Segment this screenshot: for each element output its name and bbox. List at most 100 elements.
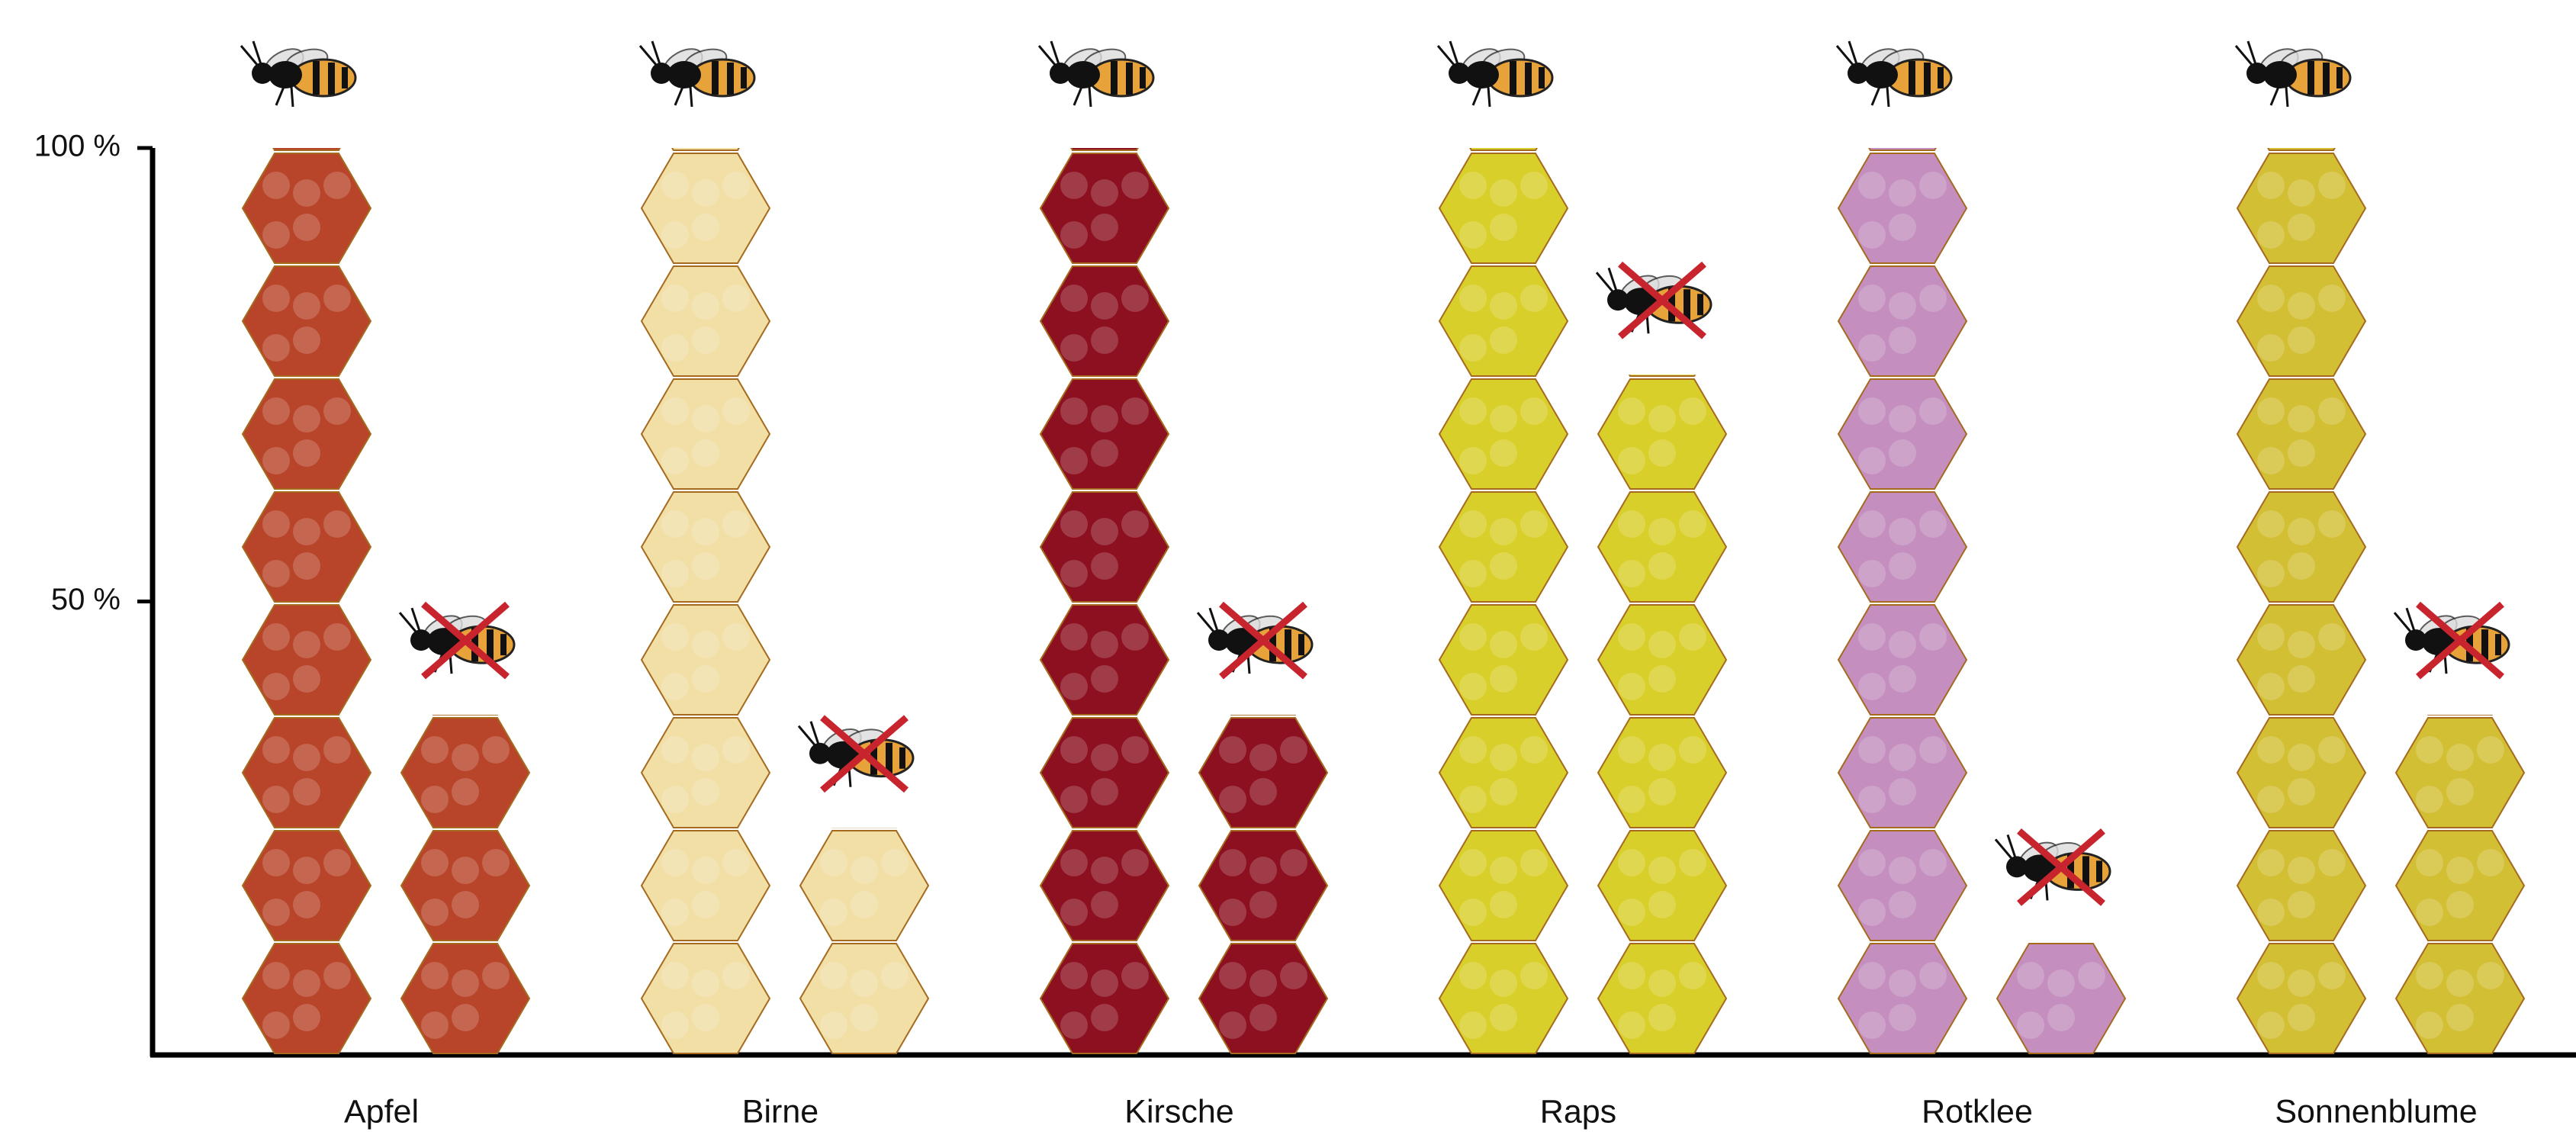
hexagon bbox=[2236, 604, 2367, 716]
texture bbox=[692, 665, 719, 693]
texture bbox=[1858, 285, 1886, 312]
texture bbox=[1889, 518, 1916, 545]
texture bbox=[293, 857, 320, 884]
hexagon bbox=[1039, 717, 1170, 828]
x-tick-label: Apfel bbox=[344, 1093, 419, 1130]
texture bbox=[2288, 101, 2315, 128]
hexagon bbox=[272, 148, 341, 151]
texture bbox=[881, 849, 909, 876]
bar bbox=[2394, 715, 2526, 1054]
bar bbox=[1039, 148, 1170, 1054]
hexagon bbox=[1438, 717, 1569, 828]
hexagon bbox=[1198, 943, 1329, 1054]
texture bbox=[262, 1011, 290, 1039]
hexagon bbox=[1438, 378, 1569, 490]
texture bbox=[1249, 891, 1277, 918]
texture bbox=[1121, 962, 1149, 989]
texture bbox=[692, 439, 719, 467]
texture bbox=[661, 221, 689, 249]
hexagon bbox=[241, 604, 372, 716]
texture bbox=[1889, 552, 1916, 580]
texture bbox=[262, 172, 290, 199]
texture bbox=[722, 849, 750, 876]
texture bbox=[1121, 172, 1149, 199]
hexagon bbox=[2394, 830, 2526, 941]
texture bbox=[323, 172, 351, 199]
texture bbox=[1889, 778, 1916, 806]
texture bbox=[1091, 631, 1118, 658]
x-tick-label: Kirsche bbox=[1124, 1093, 1233, 1130]
texture bbox=[1618, 560, 1645, 587]
texture bbox=[1490, 970, 1517, 997]
texture bbox=[421, 1011, 449, 1039]
hexagon bbox=[2394, 717, 2526, 828]
texture bbox=[1858, 736, 1886, 764]
hexagon bbox=[400, 830, 531, 941]
texture bbox=[1618, 510, 1645, 538]
texture bbox=[692, 891, 719, 918]
texture bbox=[1121, 397, 1149, 425]
texture bbox=[2288, 326, 2315, 354]
texture bbox=[2318, 285, 2346, 312]
texture bbox=[293, 101, 320, 128]
texture bbox=[421, 849, 449, 876]
texture bbox=[1858, 673, 1886, 700]
hexagon bbox=[1868, 148, 1937, 151]
hexagon bbox=[2236, 153, 2367, 264]
texture bbox=[1889, 891, 1916, 918]
texture bbox=[2318, 510, 2346, 538]
y-tick-label: 100 % bbox=[34, 130, 121, 163]
hexagon bbox=[1597, 604, 1728, 716]
texture bbox=[1858, 786, 1886, 813]
texture bbox=[1459, 623, 1487, 651]
hexagon bbox=[799, 830, 930, 941]
texture bbox=[1459, 221, 1487, 249]
texture bbox=[452, 744, 479, 771]
texture bbox=[1889, 179, 1916, 207]
texture bbox=[262, 285, 290, 312]
texture bbox=[1858, 623, 1886, 651]
hexagon bbox=[1837, 378, 1968, 490]
texture bbox=[452, 778, 479, 806]
texture bbox=[1618, 623, 1645, 651]
texture bbox=[661, 786, 689, 813]
texture bbox=[692, 1004, 719, 1031]
texture bbox=[1249, 778, 1277, 806]
texture bbox=[1648, 1004, 1676, 1031]
texture bbox=[1520, 285, 1548, 312]
hexagon bbox=[1597, 378, 1728, 490]
texture bbox=[1648, 518, 1676, 545]
texture bbox=[661, 334, 689, 362]
bar bbox=[1996, 943, 2127, 1054]
texture bbox=[452, 970, 479, 997]
texture bbox=[262, 221, 290, 249]
texture bbox=[1091, 1004, 1118, 1031]
texture bbox=[1679, 510, 1706, 538]
texture bbox=[661, 172, 689, 199]
hexagon bbox=[1198, 830, 1329, 941]
texture bbox=[1919, 172, 1947, 199]
texture bbox=[1648, 857, 1676, 884]
texture bbox=[262, 899, 290, 926]
texture bbox=[1459, 786, 1487, 813]
hexagon bbox=[1070, 148, 1139, 151]
texture bbox=[1459, 736, 1487, 764]
texture bbox=[1618, 673, 1645, 700]
texture bbox=[1249, 665, 1277, 693]
texture bbox=[1091, 552, 1118, 580]
texture bbox=[323, 510, 351, 538]
texture bbox=[1459, 673, 1487, 700]
texture bbox=[1091, 405, 1118, 433]
texture bbox=[2257, 1011, 2285, 1039]
texture bbox=[1618, 962, 1645, 989]
texture bbox=[661, 510, 689, 538]
texture bbox=[2257, 447, 2285, 474]
bee-icon bbox=[1436, 40, 1554, 108]
texture bbox=[293, 552, 320, 580]
texture bbox=[323, 849, 351, 876]
texture bbox=[1618, 397, 1645, 425]
bar bbox=[241, 101, 372, 1054]
texture bbox=[661, 736, 689, 764]
hexagon bbox=[2236, 378, 2367, 490]
